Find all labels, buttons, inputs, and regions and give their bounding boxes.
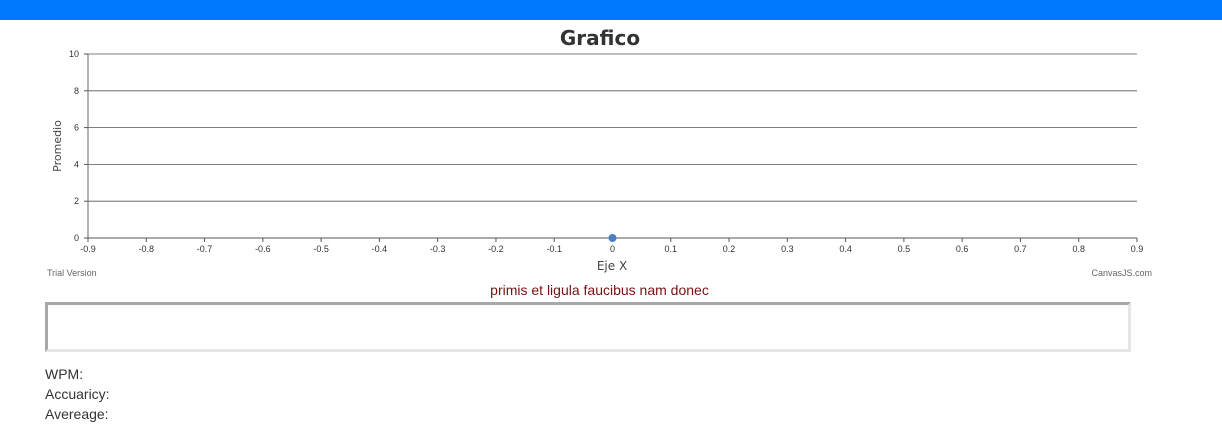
canvasjs-credit: CanvasJS.com bbox=[1091, 268, 1152, 278]
prompt-text: primis et ligula faucibus nam donec bbox=[490, 282, 709, 298]
accuracy-label: Accuaricy: bbox=[45, 386, 110, 402]
x-tick-label: 0.4 bbox=[839, 244, 852, 254]
x-tick-label: 0.3 bbox=[781, 244, 794, 254]
x-tick-label: -0.3 bbox=[430, 244, 446, 254]
chart-title: Grafico bbox=[560, 26, 640, 50]
y-tick-label: 10 bbox=[69, 49, 79, 59]
x-tick-label: -0.4 bbox=[372, 244, 388, 254]
x-axis-label: Eje X bbox=[597, 259, 627, 273]
x-tick-label: 0.5 bbox=[898, 244, 911, 254]
y-axis-label: Promedio bbox=[51, 120, 64, 172]
x-tick-label: -0.1 bbox=[546, 244, 562, 254]
x-tick-label: 0.9 bbox=[1131, 244, 1144, 254]
y-tick-label: 2 bbox=[74, 196, 79, 206]
x-tick-label: 0.2 bbox=[723, 244, 736, 254]
chart: Grafico 0 2 4 6 8 10 -0.9 -0.8 -0.7 -0.6 -0.5 -0.4 -0… bbox=[47, 26, 1152, 278]
x-tick-label: -0.5 bbox=[313, 244, 329, 254]
x-tick-label: 0.8 bbox=[1072, 244, 1085, 254]
average-stat: Avereage: bbox=[45, 404, 110, 424]
data-point bbox=[608, 234, 617, 242]
y-tick-label: 4 bbox=[74, 159, 79, 169]
x-tick-label: -0.2 bbox=[488, 244, 504, 254]
x-tick-label: 0 bbox=[610, 244, 615, 254]
x-tick-label: 0.6 bbox=[956, 244, 969, 254]
wpm-stat: WPM: bbox=[45, 364, 110, 384]
trial-version-watermark: Trial Version bbox=[47, 268, 97, 278]
x-tick-label: 0.1 bbox=[665, 244, 678, 254]
chart-container: Grafico 0 2 4 6 8 10 -0.9 -0.8 -0.7 -0.6 -0.5 -0.4 -0… bbox=[0, 20, 1222, 282]
stats-panel: WPM: Accuaricy: Avereage: bbox=[45, 364, 110, 424]
y-tick-label: 6 bbox=[74, 123, 79, 133]
average-label: Avereage: bbox=[45, 406, 109, 422]
x-tick-label: -0.9 bbox=[80, 244, 96, 254]
wpm-label: WPM: bbox=[45, 366, 84, 382]
typing-input[interactable] bbox=[45, 302, 1131, 352]
y-tick-label: 8 bbox=[74, 86, 79, 96]
accuracy-stat: Accuaricy: bbox=[45, 384, 110, 404]
x-tick-label: 0.7 bbox=[1014, 244, 1027, 254]
x-tick-label: -0.6 bbox=[255, 244, 271, 254]
x-tick-label: -0.7 bbox=[197, 244, 213, 254]
x-tick-label: -0.8 bbox=[139, 244, 155, 254]
top-bar bbox=[0, 0, 1222, 20]
y-tick-label: 0 bbox=[74, 233, 79, 243]
